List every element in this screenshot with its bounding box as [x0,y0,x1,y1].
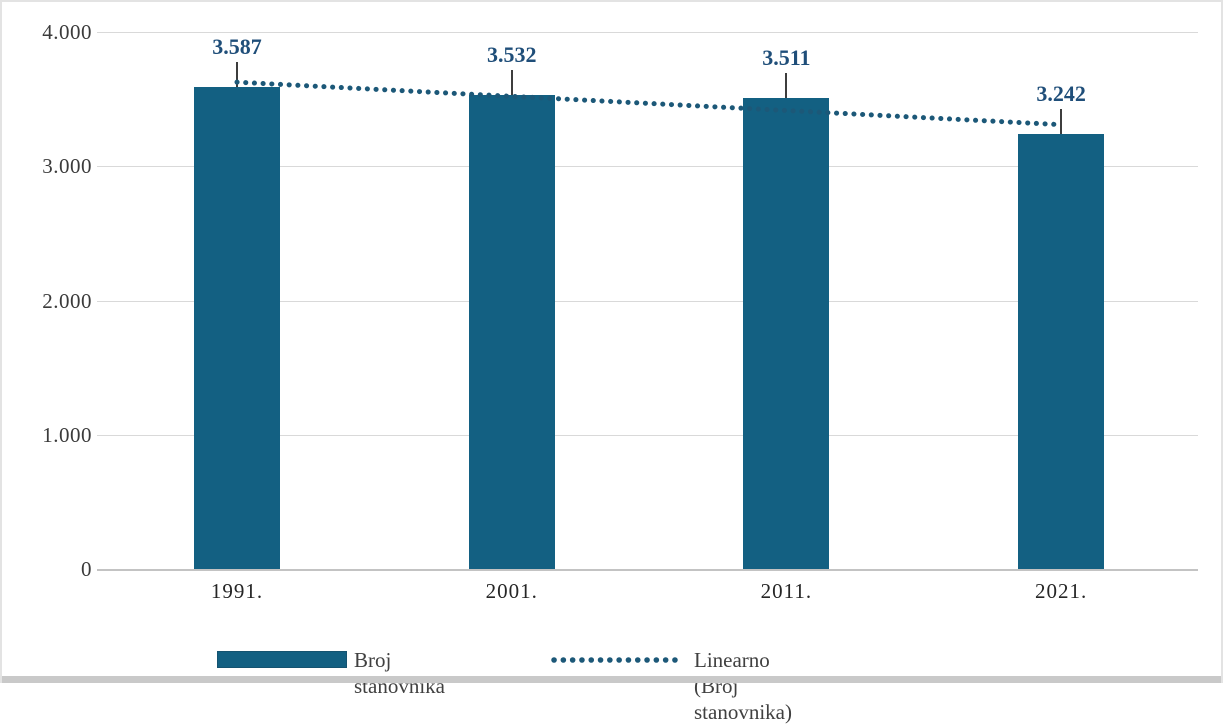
y-axis-tick-label: 3.000 [42,154,92,179]
y-axis-tick-label: 4.000 [42,20,92,44]
bar-2001. [468,94,555,569]
x-axis-category-label: 2001. [485,579,538,603]
gridline-1.000 [97,434,1198,436]
bar-value-label: 3.587 [212,34,262,60]
bar-2021. [1018,133,1105,569]
y-axis-tick-label: 1.000 [42,422,92,447]
bar-2011. [743,97,830,569]
x-axis-category-label: 2021. [1034,579,1088,603]
gridline-4.000 [97,32,1198,33]
y-axis-tick-label: 2.000 [42,288,92,313]
bar-1991. [194,87,280,569]
bar-value-label: 3.532 [486,41,537,67]
bottom-border-band [2,676,1221,683]
bar-value-label: 3.511 [762,44,811,70]
legend-label-linearno: Linearno (Broj stanovnika) [694,648,792,724]
linear-trendline [234,79,1064,128]
data-label-leader-line [1060,108,1063,134]
data-label-leader-line [785,72,788,98]
legend-trendline-swatch [551,657,683,663]
gridline-3.000 [97,166,1198,168]
gridline-0 [97,569,1198,571]
gridline-2.000 [97,300,1198,302]
legend-label-broj-stanovnika: Broj stanovnika [354,648,445,698]
bar-value-label: 3.242 [1036,80,1086,106]
x-axis-category-label: 2011. [760,579,813,603]
data-label-leader-line [236,62,238,88]
x-axis-category-label: 1991. [210,579,264,603]
y-axis-tick-label: 0 [81,557,92,581]
data-label-leader-line [510,69,513,95]
legend-bar-swatch [217,651,347,668]
